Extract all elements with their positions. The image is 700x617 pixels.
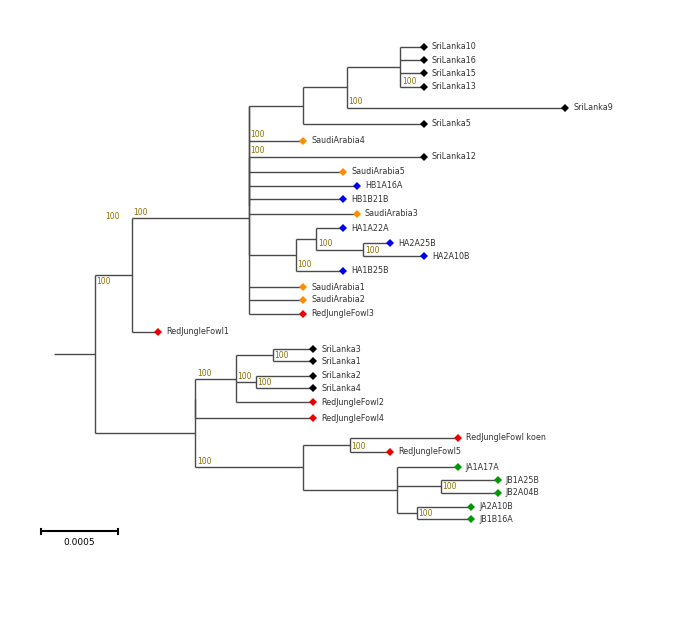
Text: SriLanka15: SriLanka15 — [432, 69, 477, 78]
Text: HB1A16A: HB1A16A — [365, 181, 402, 191]
Text: RedJungleFowl2: RedJungleFowl2 — [321, 398, 384, 407]
Text: 100: 100 — [419, 509, 433, 518]
Text: SaudiArabia3: SaudiArabia3 — [365, 210, 419, 218]
Text: SriLanka2: SriLanka2 — [321, 371, 361, 380]
Text: 100: 100 — [318, 239, 332, 248]
Text: SaudiArabia5: SaudiArabia5 — [351, 167, 405, 176]
Text: 100: 100 — [365, 246, 379, 255]
Text: SriLanka5: SriLanka5 — [432, 119, 472, 128]
Text: SaudiArabia2: SaudiArabia2 — [311, 296, 365, 304]
Text: 100: 100 — [351, 442, 366, 450]
Text: JB1A25B: JB1A25B — [506, 476, 540, 485]
Text: JA1A17A: JA1A17A — [466, 463, 499, 471]
Text: SriLanka16: SriLanka16 — [432, 56, 477, 65]
Text: RedJungleFowl1: RedJungleFowl1 — [167, 327, 230, 336]
Text: HA1B25B: HA1B25B — [351, 267, 389, 275]
Text: JB1B16A: JB1B16A — [479, 515, 513, 524]
Text: HA1A22A: HA1A22A — [351, 224, 389, 233]
Text: SriLanka13: SriLanka13 — [432, 82, 477, 91]
Text: 100: 100 — [348, 97, 363, 106]
Text: RedJungleFowl3: RedJungleFowl3 — [311, 309, 374, 318]
Text: SaudiArabia1: SaudiArabia1 — [311, 283, 365, 292]
Text: JA2A10B: JA2A10B — [479, 502, 513, 511]
Text: 100: 100 — [402, 77, 416, 86]
Text: SriLanka9: SriLanka9 — [573, 104, 613, 112]
Text: RedJungleFowl4: RedJungleFowl4 — [321, 414, 384, 423]
Text: 100: 100 — [197, 369, 211, 378]
Text: 100: 100 — [251, 130, 265, 139]
Text: RedJungleFowl koen: RedJungleFowl koen — [466, 433, 545, 442]
Text: HA2A25B: HA2A25B — [398, 239, 436, 247]
Text: 100: 100 — [298, 260, 312, 269]
Text: 100: 100 — [105, 212, 119, 221]
Text: HA2A10B: HA2A10B — [432, 252, 470, 261]
Text: 0.0005: 0.0005 — [64, 537, 95, 547]
Text: SriLanka4: SriLanka4 — [321, 384, 361, 392]
Text: 100: 100 — [251, 146, 265, 155]
Text: 100: 100 — [197, 457, 211, 466]
Text: SriLanka10: SriLanka10 — [432, 43, 477, 51]
Text: JB2A04B: JB2A04B — [506, 488, 540, 497]
Text: 100: 100 — [442, 482, 456, 492]
Text: 100: 100 — [258, 378, 272, 387]
Text: HB1B21B: HB1B21B — [351, 194, 388, 204]
Text: 100: 100 — [133, 209, 148, 217]
Text: 100: 100 — [274, 352, 288, 360]
Text: SriLanka12: SriLanka12 — [432, 152, 477, 161]
Text: 100: 100 — [96, 276, 111, 286]
Text: SaudiArabia4: SaudiArabia4 — [311, 136, 365, 145]
Text: 100: 100 — [237, 372, 251, 381]
Text: SriLanka3: SriLanka3 — [321, 345, 361, 354]
Text: RedJungleFowl5: RedJungleFowl5 — [398, 447, 461, 456]
Text: SriLanka1: SriLanka1 — [321, 357, 361, 366]
